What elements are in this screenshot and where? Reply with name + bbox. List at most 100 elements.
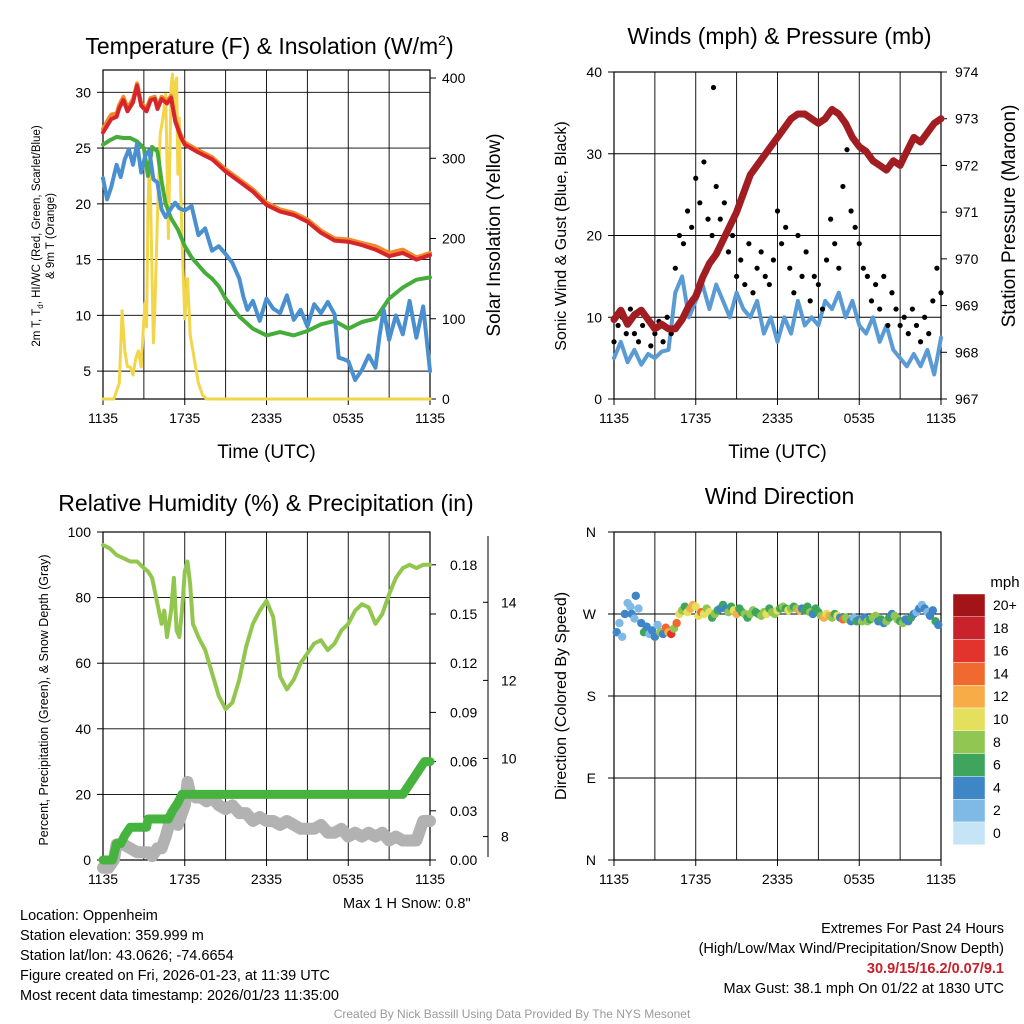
chart-title: Temperature (F) & Insolation (W/m2) xyxy=(85,32,453,59)
gust-point xyxy=(864,273,871,279)
legend-swatch xyxy=(952,707,986,731)
gust-point xyxy=(676,232,683,239)
gust-point xyxy=(701,159,707,165)
ylabel-part: , HI/WC (Red, Green, Scarlet/Blue) xyxy=(31,125,43,304)
x-tick-label: 1135 xyxy=(415,410,445,426)
legend-label: 10 xyxy=(993,711,1009,727)
legend-label: 8 xyxy=(993,734,1001,750)
gust-point xyxy=(627,306,633,312)
legend-label: 0 xyxy=(993,825,1001,841)
gust-point xyxy=(778,241,785,247)
gust-point xyxy=(713,183,719,190)
y-tick-label: 10 xyxy=(586,309,602,325)
y-tick-label: 40 xyxy=(75,721,91,737)
y-tick-label: 25 xyxy=(75,140,91,156)
y-tick-label: 30 xyxy=(586,146,602,162)
direction-point xyxy=(617,632,627,641)
direction-point xyxy=(691,602,700,611)
y2-tick-label: 970 xyxy=(955,251,979,267)
extremes-title: Extremes For Past 24 Hours xyxy=(821,921,1004,937)
y-tick-label: 80 xyxy=(75,590,91,606)
series-line-rh xyxy=(101,543,432,712)
y-axis-label: Sonic Wind & Gust (Blue, Black) xyxy=(553,121,570,350)
gust-point xyxy=(811,273,817,279)
gust-point xyxy=(729,232,736,239)
y2-tick-label: 0.00 xyxy=(450,852,477,868)
x-tick-label: 1735 xyxy=(680,410,711,426)
direction-point xyxy=(634,604,643,613)
title-end: ) xyxy=(446,33,454,59)
gust-point xyxy=(738,257,744,263)
gust-point xyxy=(754,265,760,271)
x-axis-label: Time (UTC) xyxy=(728,442,827,463)
direction-point xyxy=(653,620,662,630)
y2-tick-label: 200 xyxy=(442,231,466,247)
gust-point xyxy=(905,331,911,337)
legend-swatch xyxy=(952,776,986,800)
y2-tick-label: 973 xyxy=(955,111,979,127)
series-line-td xyxy=(101,134,432,338)
extremes-subtitle: (High/Low/Max Wind/Precipitation/Snow De… xyxy=(698,941,1004,957)
direction-point xyxy=(626,602,635,611)
recent-timestamp: Most recent data timestamp: 2026/01/23 1… xyxy=(20,988,339,1004)
gust-point xyxy=(766,281,772,288)
legend-label: 6 xyxy=(993,757,1001,773)
gust-point xyxy=(819,306,826,312)
chart-title: Relative Humidity (%) & Precipitation (i… xyxy=(58,490,473,516)
legend-label: 4 xyxy=(993,779,1001,795)
gust-point xyxy=(710,84,717,91)
x-tick-label: 1735 xyxy=(169,871,200,887)
y-tick-label: 20 xyxy=(75,196,91,212)
direction-point xyxy=(672,618,681,628)
max-gust: Max Gust: 38.1 mph On 01/22 at 1830 UTC xyxy=(723,981,1004,997)
gust-point xyxy=(917,339,924,345)
y2-tick-label: 300 xyxy=(442,150,466,166)
gust-point xyxy=(717,216,723,222)
gust-point xyxy=(832,241,838,247)
gust-point xyxy=(877,306,883,312)
gust-point xyxy=(795,232,801,239)
y-tick-label: 40 xyxy=(586,64,602,80)
y2-tick-label: 100 xyxy=(442,311,466,327)
legend-label: 20+ xyxy=(993,597,1017,613)
x-axis-label: Time (UTC) xyxy=(217,442,316,463)
gust-point xyxy=(697,200,703,206)
direction-point xyxy=(620,609,630,619)
x-tick-label: 1135 xyxy=(926,871,956,887)
y3-tick-label: 12 xyxy=(501,672,517,688)
y2-tick-label: 0 xyxy=(442,391,450,407)
max-snow-note: Max 1 H Snow: 0.8" xyxy=(343,896,471,912)
gust-point xyxy=(926,331,932,337)
gust-point xyxy=(648,343,654,349)
x-tick-label: 1135 xyxy=(926,410,956,426)
legend-swatch xyxy=(952,821,986,845)
y-tick-label: S xyxy=(587,688,596,704)
x-tick-label: 2335 xyxy=(762,410,793,426)
gust-point xyxy=(758,249,764,255)
gust-point xyxy=(623,331,629,337)
x-tick-label: 0535 xyxy=(333,871,364,887)
title-main: Temperature (F) & Insolation (W/m xyxy=(85,33,438,59)
y-tick-label: E xyxy=(587,770,596,786)
y2-tick-label: 0.18 xyxy=(450,557,477,573)
y2-axis-label: Station Pressure (Maroon) xyxy=(999,105,1020,328)
gust-point xyxy=(836,265,842,271)
gust-point xyxy=(762,273,768,279)
y-axis-label: Direction (Colored By Speed) xyxy=(553,592,570,800)
series-line-snow-depth xyxy=(97,775,436,874)
gust-point xyxy=(660,339,666,345)
gust-point xyxy=(799,273,805,279)
station-latlon: Station lat/lon: 43.0626; -74.6654 xyxy=(20,948,234,964)
y2-tick-label: 0.15 xyxy=(450,606,477,622)
y2-tick-label: 972 xyxy=(955,157,979,173)
chart-title: Winds (mph) & Pressure (mb) xyxy=(627,23,931,49)
gust-point xyxy=(934,265,940,271)
series-line-precip xyxy=(98,757,435,865)
gust-point xyxy=(913,322,920,329)
gust-point xyxy=(881,273,887,279)
legend-swatch xyxy=(952,639,986,663)
direction-point xyxy=(631,591,640,600)
y2-tick-label: 967 xyxy=(955,391,979,407)
gust-point xyxy=(615,322,621,329)
gust-point xyxy=(901,314,907,320)
